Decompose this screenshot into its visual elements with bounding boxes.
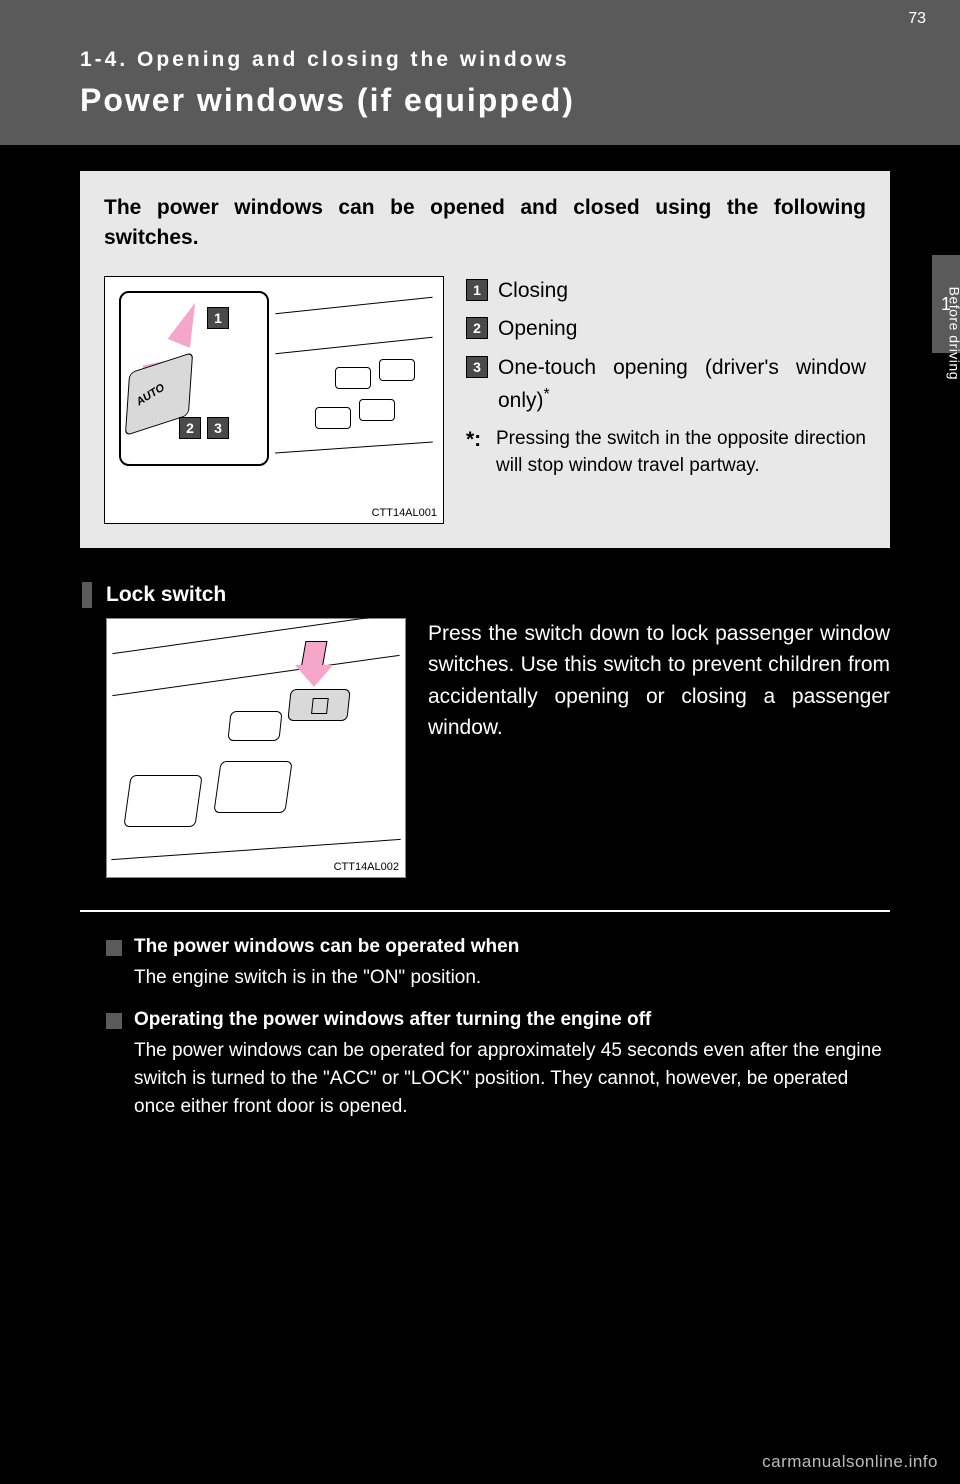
note-heading-row: The power windows can be operated when — [106, 936, 890, 958]
note-title: Operating the power windows after turnin… — [134, 1009, 651, 1031]
subheading-bar-icon — [82, 582, 92, 608]
callout-badge: 1 — [207, 307, 229, 329]
image-id-label: CTT14AL002 — [334, 861, 399, 873]
footnote-text: Pressing the switch in the opposite dire… — [496, 425, 866, 480]
note-body: The engine switch is in the "ON" positio… — [134, 964, 890, 992]
watermark: carmanualsonline.info — [762, 1452, 938, 1472]
page-number: 73 — [908, 10, 926, 28]
note-bullet-icon — [106, 1013, 122, 1029]
callout-badge: 1 — [466, 279, 488, 301]
note-bullet-icon — [106, 940, 122, 956]
divider — [80, 910, 890, 912]
callout-badge: 3 — [207, 417, 229, 439]
callout-text-inner: One-touch opening (driver's window only) — [498, 356, 866, 412]
note-title: The power windows can be operated when — [134, 936, 519, 958]
image-id-label: CTT14AL001 — [372, 507, 437, 519]
callout-row: 1 Closing — [466, 276, 866, 306]
lock-button-icon — [287, 689, 350, 721]
intro-text: The power windows can be opened and clos… — [104, 193, 866, 254]
callout-text: Opening — [498, 314, 866, 344]
intro-columns: AUTO 1 2 3 CTT14AL001 1 Closing 2 Openin… — [104, 276, 866, 524]
lock-switch-text: Press the switch down to lock passenger … — [428, 618, 890, 744]
footnote-star: * — [544, 386, 550, 403]
diagram-switch-directions: AUTO 1 2 3 CTT14AL001 — [104, 276, 444, 524]
section-title: Power windows (if equipped) — [80, 82, 890, 119]
footnote-marker: *: — [466, 425, 490, 480]
note-body: The power windows can be operated for ap… — [134, 1037, 890, 1120]
lock-switch-row: CTT14AL002 Press the switch down to lock… — [80, 618, 890, 878]
callout-text: Closing — [498, 276, 866, 306]
diagram-door-panel — [275, 297, 433, 498]
footnote-row: *: Pressing the switch in the opposite d… — [466, 425, 866, 480]
callout-text: One-touch opening (driver's window only)… — [498, 353, 866, 417]
callout-row: 2 Opening — [466, 314, 866, 344]
callout-badge: 3 — [466, 356, 488, 378]
section-number: 1-4. Opening and closing the windows — [80, 48, 890, 72]
diagram-lock-switch: CTT14AL002 — [106, 618, 406, 878]
chapter-side-caption: Before driving — [946, 287, 960, 380]
content-area: The power windows can be opened and clos… — [0, 145, 960, 1120]
callout-badge: 2 — [466, 317, 488, 339]
header-band: 1-4. Opening and closing the windows Pow… — [0, 0, 960, 145]
callout-column: 1 Closing 2 Opening 3 One-touch opening … — [466, 276, 866, 480]
subheading-text: Lock switch — [106, 583, 226, 607]
note-heading-row: Operating the power windows after turnin… — [106, 1009, 890, 1031]
arrow-press-icon — [297, 641, 331, 689]
manual-page: 73 1-4. Opening and closing the windows … — [0, 0, 960, 1484]
subheading-row: Lock switch — [82, 582, 890, 608]
intro-box: The power windows can be opened and clos… — [80, 171, 890, 548]
callout-badge: 2 — [179, 417, 201, 439]
callout-row: 3 One-touch opening (driver's window onl… — [466, 353, 866, 417]
